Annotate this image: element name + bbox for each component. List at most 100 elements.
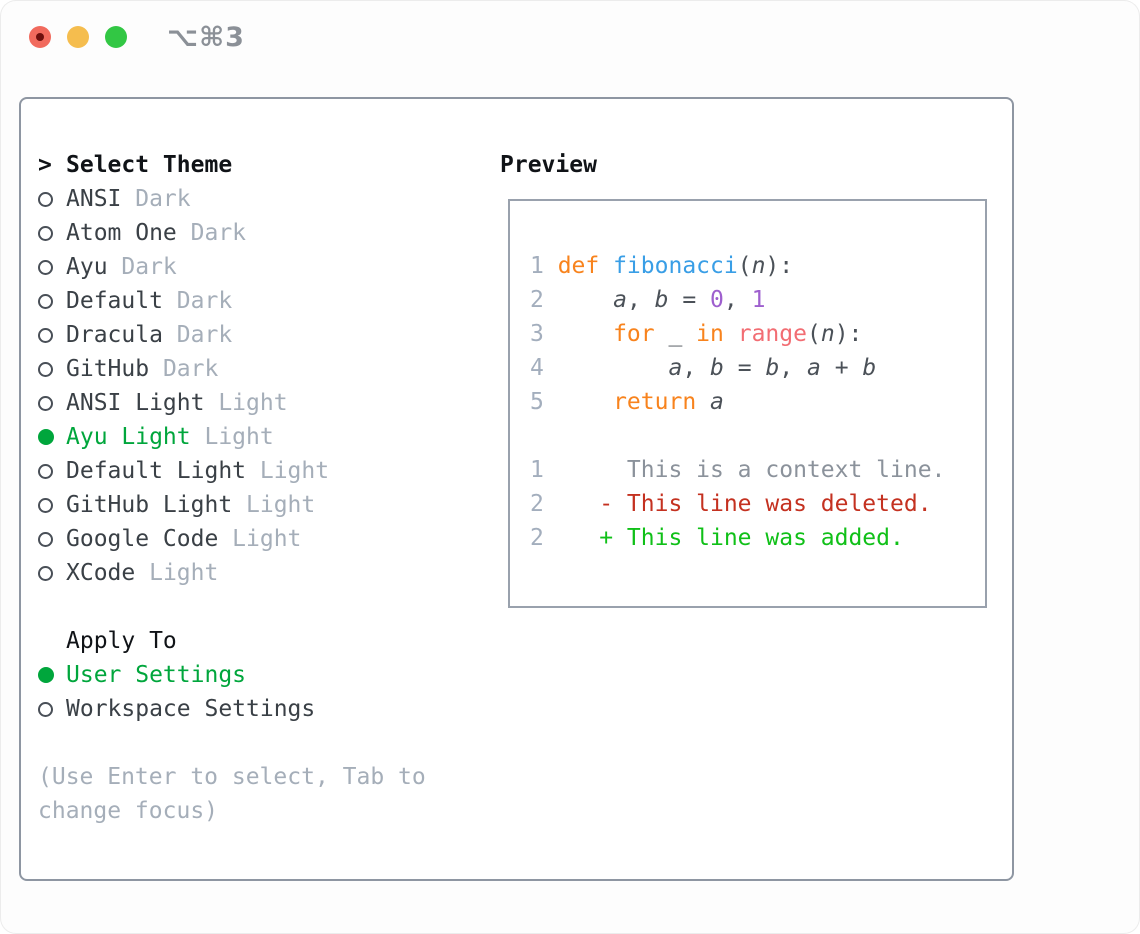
theme-option[interactable]: Atom One Dark (38, 216, 488, 250)
line-number: 4 (530, 355, 544, 381)
code-token: def (557, 253, 614, 279)
theme-name: Dracula (66, 322, 163, 348)
code-token: 0 (710, 287, 724, 313)
code-token: n (751, 253, 766, 279)
code-token: for (613, 321, 655, 347)
theme-option[interactable]: Default Light Light (38, 454, 488, 488)
theme-option[interactable]: Ayu Dark (38, 250, 488, 284)
theme-option[interactable]: GitHub Light Light (38, 488, 488, 522)
code-token: , (779, 355, 807, 381)
theme-variant: Light (204, 424, 274, 450)
theme-option[interactable]: ANSI Dark (38, 182, 488, 216)
apply-to-option[interactable]: Workspace Settings (38, 692, 488, 726)
theme-name: GitHub Light (66, 492, 233, 518)
code-token: a (668, 355, 683, 381)
line-number: 3 (530, 321, 544, 347)
radio-icon (38, 463, 53, 479)
theme-variant: Light (246, 492, 316, 518)
diff-block: 1 This is a context line. 2 - This line was… (530, 453, 985, 555)
radio-icon (38, 293, 53, 309)
code-line: 5 return a (530, 385, 985, 419)
theme-name: XCode (66, 560, 136, 586)
code-token (724, 321, 738, 347)
theme-variant: Light (232, 526, 302, 552)
theme-name: Default (66, 288, 163, 314)
code-token: + (820, 355, 863, 381)
theme-variant: Dark (121, 254, 177, 280)
theme-variant: Dark (176, 322, 233, 348)
theme-list: ANSI Dark Atom One Dark Ayu Dark Default Dark Dr… (38, 182, 488, 590)
radio-icon (38, 429, 54, 445)
theme-variant: Dark (176, 288, 233, 314)
preview-title: Preview (500, 152, 597, 178)
radio-icon (38, 259, 53, 275)
line-number: 2 (530, 491, 544, 517)
theme-variant: Dark (135, 186, 191, 212)
diff-line-context: 1 This is a context line. (530, 453, 985, 487)
radio-icon (38, 361, 53, 377)
theme-variant: Light (259, 458, 330, 484)
diff-text: This line was added. (626, 525, 904, 551)
apply-to-header: Apply To (38, 624, 488, 658)
code-token: b (710, 355, 724, 381)
theme-name: ANSI Light (66, 390, 205, 416)
code-line: 4 a, b = b, a + b (530, 351, 985, 385)
code-token: , (723, 287, 752, 313)
theme-option[interactable]: Google Code Light (38, 522, 488, 556)
theme-variant: Light (149, 560, 219, 586)
code-token: , (682, 355, 711, 381)
theme-option[interactable]: GitHub Dark (38, 352, 488, 386)
traffic-light-close-icon[interactable] (29, 26, 51, 48)
code-line: 2 a, b = 0, 1 (530, 283, 985, 317)
hint-line-2: change focus) (38, 798, 219, 824)
code-token: ): (834, 321, 863, 347)
code-token: , (626, 287, 655, 313)
apply-to-section: Apply To User Settings Workspace Settings (38, 624, 488, 726)
diff-text: This is a context line. (626, 457, 946, 483)
code-token: = (668, 287, 711, 313)
apply-to-list: User Settings Workspace Settings (38, 658, 488, 726)
code-token (696, 389, 710, 415)
diff-marker (599, 457, 627, 483)
apply-to-option[interactable]: User Settings (38, 658, 488, 692)
radio-icon (38, 497, 53, 513)
radio-icon (38, 191, 53, 207)
prompt-caret: > (38, 152, 52, 178)
theme-option[interactable]: XCode Light (38, 556, 488, 590)
code-token: n (820, 321, 835, 347)
radio-icon (38, 225, 53, 241)
code-line: 1 def fibonacci(n): (530, 249, 985, 283)
code-token: return (613, 389, 697, 415)
code-token (558, 355, 669, 381)
line-number: 2 (530, 525, 544, 551)
theme-variant: Dark (162, 356, 219, 382)
code-token: _ (654, 321, 697, 347)
line-number: 2 (530, 287, 544, 313)
code-token: b (765, 355, 780, 381)
radio-icon (38, 565, 53, 581)
code-token: range (737, 321, 807, 347)
code-token: ( (806, 321, 821, 347)
code-token: ( (737, 253, 752, 279)
theme-option[interactable]: ANSI Light Light (38, 386, 488, 420)
code-token: in (696, 321, 724, 347)
blank-line (530, 419, 985, 453)
hint-line-1: (Use Enter to select, Tab to (38, 764, 426, 790)
radio-icon (38, 667, 54, 683)
traffic-light-minimize-icon[interactable] (67, 26, 89, 48)
select-theme-title: Select Theme (66, 152, 233, 178)
theme-option[interactable]: Default Dark (38, 284, 488, 318)
keyboard-hint: (Use Enter to select, Tab to change focu… (38, 760, 488, 828)
diff-marker: + (599, 525, 614, 551)
line-number: 1 (530, 253, 544, 279)
theme-option[interactable]: Dracula Dark (38, 318, 488, 352)
theme-name: Google Code (66, 526, 219, 552)
code-token: b (654, 287, 669, 313)
traffic-light-zoom-icon[interactable] (105, 26, 127, 48)
window-shortcut-label: ⌥⌘3 (167, 22, 245, 53)
code-token (558, 287, 613, 313)
theme-option[interactable]: Ayu Light Light (38, 420, 488, 454)
theme-name: Atom One (66, 220, 177, 246)
